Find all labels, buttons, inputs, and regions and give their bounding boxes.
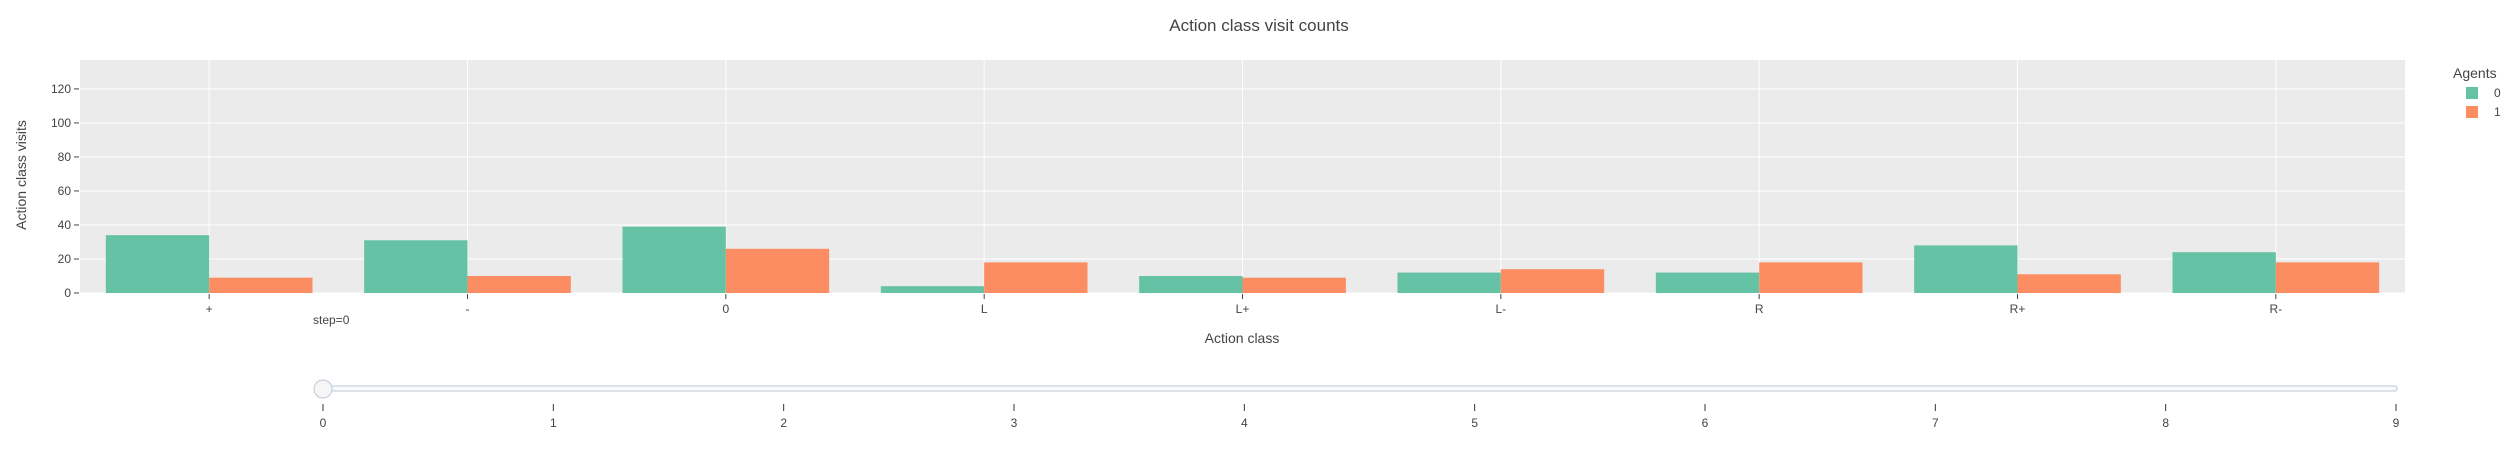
x-tick-label: - (466, 302, 470, 316)
bar-R--agent-1[interactable] (2275, 262, 2380, 293)
bar-R+-agent-1[interactable] (2017, 274, 2121, 293)
x-tick-label: L- (1495, 302, 1506, 316)
y-tick-label: 120 (51, 82, 71, 96)
slider-tick-label[interactable]: 7 (1932, 416, 1939, 430)
bar-L-agent-1[interactable] (984, 262, 1088, 293)
chart-title: Action class visit counts (1169, 16, 1349, 35)
slider-handle[interactable] (313, 379, 333, 399)
y-tick-label: 20 (58, 252, 72, 266)
legend-label-agent-1[interactable]: 1 (2494, 105, 2501, 119)
slider-tick-label[interactable]: 1 (550, 416, 557, 430)
legend-swatch-agent-1[interactable] (2466, 106, 2478, 118)
gridlines (80, 60, 2405, 294)
bar-L--agent-1[interactable] (1500, 269, 1605, 293)
legend-swatch-agent-0[interactable] (2466, 87, 2478, 99)
y-tick-label: 0 (64, 286, 71, 300)
bar-+-agent-1[interactable] (209, 277, 313, 293)
bars[interactable] (105, 226, 2380, 293)
slider-rail[interactable] (322, 385, 2398, 392)
bar-L+-agent-1[interactable] (1242, 277, 1346, 293)
slider-tick-label[interactable]: 4 (1241, 416, 1248, 430)
slider-tick-label[interactable]: 3 (1011, 416, 1018, 430)
x-tick-label: 0 (722, 302, 729, 316)
y-axis-ticks: 0 20 40 60 80 100 120 (51, 82, 79, 300)
bar-0-agent-1[interactable] (725, 248, 830, 293)
bar-+-agent-0[interactable] (105, 235, 210, 293)
y-tick-label: 60 (58, 184, 72, 198)
bar---agent-0[interactable] (364, 240, 468, 293)
slider-current-value-label: step=0 (313, 313, 350, 327)
x-tick-label: R (1755, 302, 1764, 316)
slider-tick-label[interactable]: 2 (780, 416, 787, 430)
bar---agent-1[interactable] (467, 275, 571, 293)
y-tick-label: 80 (58, 150, 72, 164)
bar-L--agent-0[interactable] (1397, 272, 1501, 293)
x-tick-label: R- (2269, 302, 2282, 316)
bar-R-agent-0[interactable] (1655, 272, 1760, 293)
slider-tick-label[interactable]: 8 (2162, 416, 2169, 430)
x-axis-label: Action class (1205, 330, 1280, 346)
slider-tick-label[interactable]: 0 (320, 416, 327, 430)
slider-ticks: 0 1 2 3 4 5 6 7 8 9 (320, 404, 2400, 430)
slider-tick-label[interactable]: 5 (1471, 416, 1478, 430)
legend: Agents 0 1 (2453, 65, 2501, 119)
x-tick-label: L (981, 302, 988, 316)
bar-0-agent-0[interactable] (622, 226, 726, 293)
y-axis-label: Action class visits (13, 120, 29, 230)
bar-L+-agent-0[interactable] (1139, 275, 1243, 293)
x-tick-label: L+ (1236, 302, 1250, 316)
y-tick-label: 40 (58, 218, 72, 232)
x-tick-label: R+ (2010, 302, 2026, 316)
bar-L-agent-0[interactable] (880, 286, 985, 293)
bar-R-agent-1[interactable] (1759, 262, 1863, 293)
bar-R+-agent-0[interactable] (1914, 245, 2018, 293)
legend-title: Agents (2453, 65, 2497, 81)
legend-label-agent-0[interactable]: 0 (2494, 86, 2501, 100)
bar-R--agent-0[interactable] (2172, 252, 2276, 293)
x-axis-ticks: + - 0 L L+ L- R R+ R- (206, 294, 2282, 316)
step-slider[interactable]: step=0 0 1 2 3 4 5 6 7 8 9 (313, 313, 2400, 430)
y-tick-label: 100 (51, 116, 71, 130)
x-tick-label: + (206, 302, 213, 316)
slider-tick-label[interactable]: 6 (1702, 416, 1709, 430)
slider-tick-label[interactable]: 9 (2393, 416, 2400, 430)
